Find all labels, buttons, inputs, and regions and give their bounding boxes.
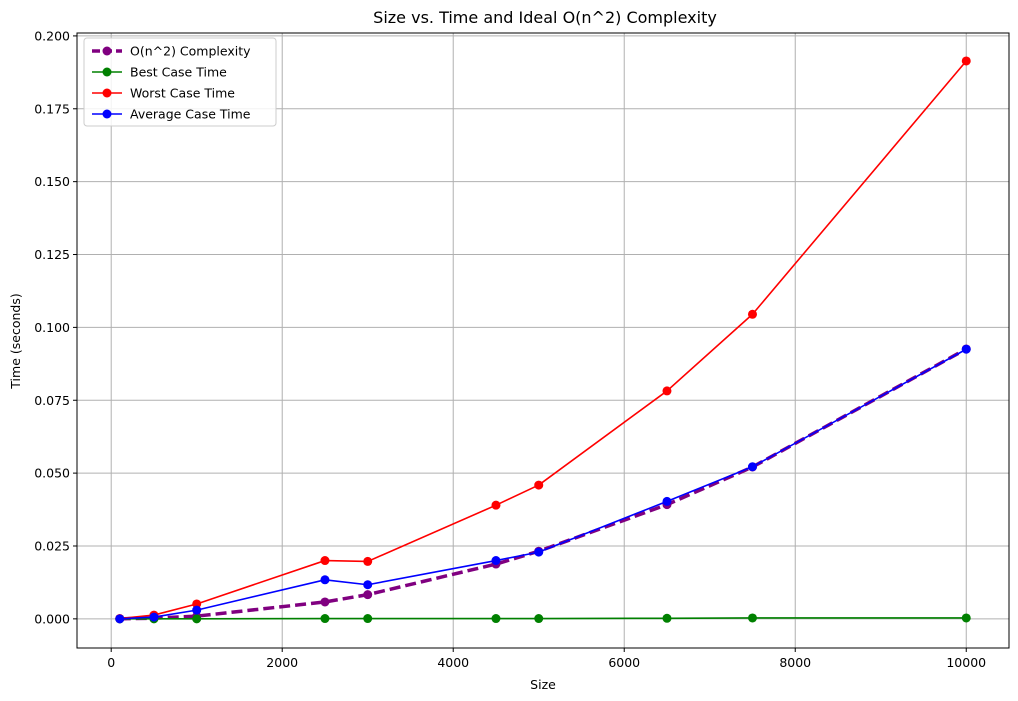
y-tick-label: 0.150 bbox=[34, 174, 70, 189]
y-tick-label: 0.050 bbox=[34, 466, 70, 481]
series-worst-case-time bbox=[115, 56, 971, 624]
series-layer bbox=[115, 56, 971, 624]
grid bbox=[77, 33, 1009, 648]
data-point-worst-case-time bbox=[491, 500, 501, 510]
y-tick-label: 0.000 bbox=[34, 611, 70, 626]
data-point-best-case-time bbox=[662, 613, 672, 623]
data-point-worst-case-time bbox=[961, 56, 971, 66]
legend-box bbox=[83, 37, 277, 127]
y-tick-label: 0.175 bbox=[34, 101, 70, 116]
data-point-average-case-time bbox=[491, 556, 501, 566]
x-tick-label: 0 bbox=[107, 655, 115, 670]
legend-label-worst-case-time: Worst Case Time bbox=[130, 86, 235, 101]
x-tick-label: 10000 bbox=[946, 655, 986, 670]
data-point-best-case-time bbox=[961, 613, 971, 623]
legend-label-o-n-2-complexity: O(n^2) Complexity bbox=[130, 44, 251, 59]
chart-title: Size vs. Time and Ideal O(n^2) Complexit… bbox=[373, 8, 717, 27]
data-point-average-case-time bbox=[534, 547, 544, 557]
data-point-average-case-time bbox=[363, 580, 373, 590]
legend-marker-average-case-time bbox=[102, 109, 112, 119]
x-tick-label: 6000 bbox=[608, 655, 640, 670]
legend-label-average-case-time: Average Case Time bbox=[130, 107, 251, 122]
legend-marker-worst-case-time bbox=[102, 88, 112, 98]
y-tick-label: 0.100 bbox=[34, 320, 70, 335]
legend: O(n^2) Complexity Best Case Time Worst Cas… bbox=[83, 37, 277, 127]
data-point-average-case-time bbox=[961, 344, 971, 354]
y-tick-label: 0.200 bbox=[34, 28, 70, 43]
series-line-best-case-time bbox=[119, 617, 967, 620]
y-tick-label: 0.075 bbox=[34, 393, 70, 408]
y-axis-label: Time (seconds) bbox=[8, 293, 23, 389]
data-point-o-n-2-complexity bbox=[363, 590, 373, 600]
data-point-best-case-time bbox=[534, 614, 544, 624]
data-point-o-n-2-complexity bbox=[320, 597, 330, 607]
x-tick-label: 2000 bbox=[266, 655, 298, 670]
data-point-worst-case-time bbox=[747, 309, 757, 319]
data-point-average-case-time bbox=[149, 612, 159, 622]
series-line-o-n-2-complexity bbox=[119, 347, 968, 621]
data-point-average-case-time bbox=[747, 462, 757, 472]
data-point-best-case-time bbox=[747, 613, 757, 623]
series-line-average-case-time bbox=[119, 348, 967, 620]
data-point-best-case-time bbox=[363, 614, 373, 624]
y-tick-label: 0.125 bbox=[34, 247, 70, 262]
data-point-worst-case-time bbox=[534, 480, 544, 490]
x-tick-label: 4000 bbox=[437, 655, 469, 670]
data-point-worst-case-time bbox=[662, 386, 672, 396]
legend-marker-o-n-2-complexity bbox=[102, 46, 112, 56]
legend-label-best-case-time: Best Case Time bbox=[130, 65, 227, 80]
x-axis-label: Size bbox=[530, 677, 556, 692]
data-point-best-case-time bbox=[491, 614, 501, 624]
data-point-worst-case-time bbox=[320, 556, 330, 566]
x-ticks: 0 2000 4000 6000 8000 10000 bbox=[107, 648, 986, 670]
series-average-case-time bbox=[115, 344, 971, 624]
data-point-average-case-time bbox=[662, 496, 672, 506]
data-point-best-case-time bbox=[320, 614, 330, 624]
plot-frame bbox=[76, 32, 1010, 649]
y-tick-label: 0.025 bbox=[34, 538, 70, 553]
data-point-worst-case-time bbox=[363, 556, 373, 566]
data-point-average-case-time bbox=[320, 575, 330, 585]
data-point-best-case-time bbox=[192, 614, 202, 624]
y-ticks: 0.000 0.025 0.050 0.075 0.100 0.125 0.150 0.175… bbox=[34, 28, 77, 626]
data-point-average-case-time bbox=[115, 614, 125, 624]
x-tick-label: 8000 bbox=[779, 655, 811, 670]
legend-marker-best-case-time bbox=[102, 67, 112, 77]
series-line-worst-case-time bbox=[119, 60, 967, 620]
data-point-average-case-time bbox=[192, 605, 202, 615]
